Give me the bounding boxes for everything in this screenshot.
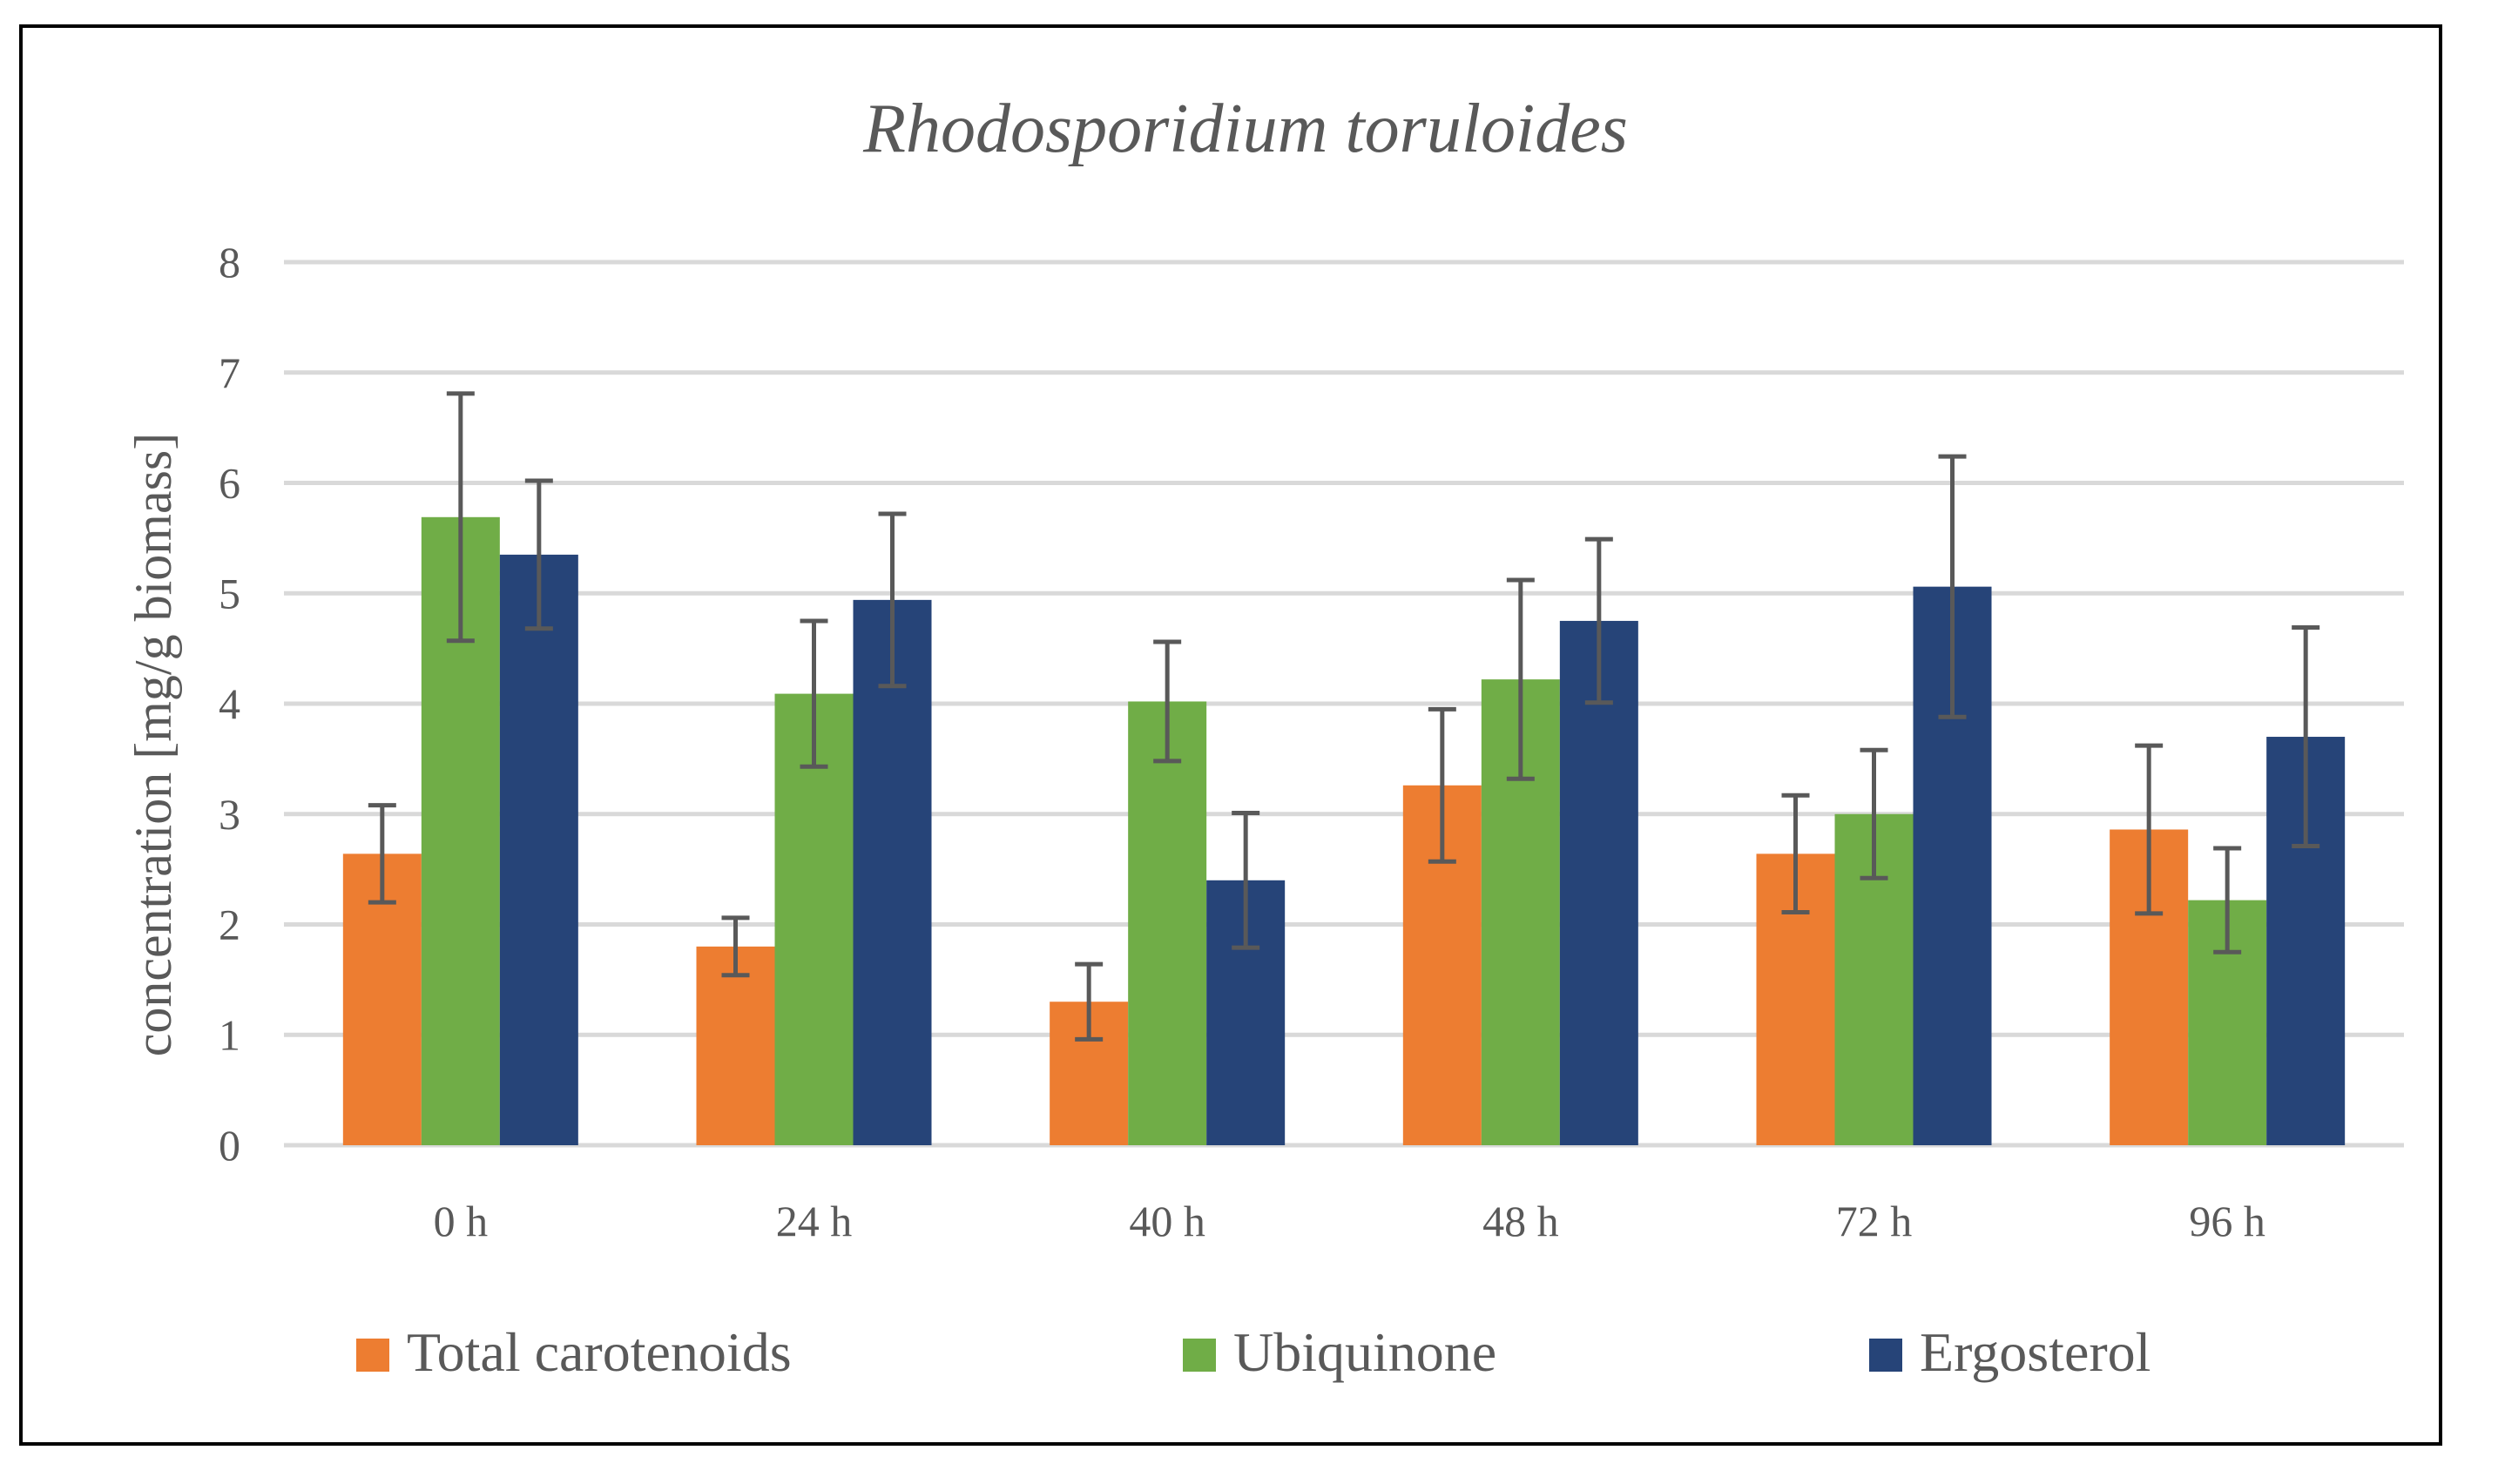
error-bar: [1428, 706, 1456, 864]
error-bar: [800, 618, 828, 769]
legend-label: Total carotenoids: [407, 1321, 792, 1383]
gridlines: [284, 260, 2404, 1148]
y-tick-label: 0: [219, 1121, 240, 1170]
bar: [774, 693, 854, 1145]
y-tick-label: 4: [219, 679, 240, 728]
y-tick-label: 3: [219, 790, 240, 839]
y-tick-label: 7: [219, 348, 240, 397]
legend: Total carotenoids Ubiquinone Ergosterol: [356, 1321, 2151, 1383]
error-bar: [2213, 846, 2242, 954]
error-bar: [1232, 810, 1260, 950]
error-bar: [1075, 961, 1104, 1042]
error-bar: [2135, 743, 2164, 916]
y-axis-ticks: 0 1 2 3 4 5 6 7 8: [219, 238, 240, 1170]
y-tick-label: 8: [219, 238, 240, 287]
legend-item: Ubiquinone: [1183, 1321, 1496, 1383]
bar: [696, 946, 775, 1145]
y-tick-label: 5: [219, 569, 240, 617]
x-tick-label: 24 h: [776, 1197, 853, 1245]
error-bar: [524, 478, 553, 631]
bar: [1128, 701, 1207, 1145]
error-bar: [1153, 639, 1182, 764]
x-tick-label: 72 h: [1836, 1197, 1913, 1245]
error-bar: [368, 803, 396, 905]
error-bar: [2292, 625, 2320, 849]
legend-item: Ergosterol: [1869, 1321, 2151, 1383]
bar: [499, 554, 578, 1145]
error-bar: [878, 511, 907, 689]
error-bars: [368, 391, 2320, 1042]
error-bar: [1781, 793, 1810, 915]
legend-swatch: [1183, 1339, 1216, 1372]
bars: [342, 516, 2346, 1145]
bar: [853, 599, 932, 1145]
x-axis-ticks: 0 h 24 h 40 h 48 h 72 h 96 h: [434, 1197, 2265, 1245]
legend-swatch: [356, 1339, 389, 1372]
legend-swatch: [1869, 1339, 1902, 1372]
x-tick-label: 0 h: [434, 1197, 489, 1245]
chart-title: Rhodosporidium toruloides: [862, 91, 1628, 167]
error-bar: [1506, 577, 1535, 781]
error-bar: [721, 915, 750, 978]
y-axis-label: concentration [mg/g biomass]: [125, 433, 182, 1056]
x-tick-label: 96 h: [2189, 1197, 2265, 1245]
y-tick-label: 6: [219, 459, 240, 508]
error-bar: [1584, 536, 1613, 705]
legend-label: Ergosterol: [1920, 1321, 2151, 1383]
legend-item: Total carotenoids: [356, 1321, 792, 1383]
chart-frame: Rhodosporidium toruloides 0 1 2 3 4 5 6 7 8 conc…: [19, 24, 2442, 1446]
bar: [1559, 620, 1638, 1145]
legend-label: Ubiquinone: [1233, 1321, 1496, 1383]
y-tick-label: 1: [219, 1010, 240, 1059]
error-bar: [1860, 747, 1888, 880]
y-tick-label: 2: [219, 901, 240, 949]
error-bar: [446, 391, 475, 644]
bar-chart: Rhodosporidium toruloides 0 1 2 3 4 5 6 7 8 conc…: [125, 91, 2404, 1383]
x-tick-label: 40 h: [1129, 1197, 1205, 1245]
x-tick-label: 48 h: [1482, 1197, 1559, 1245]
error-bar: [1938, 454, 1967, 719]
